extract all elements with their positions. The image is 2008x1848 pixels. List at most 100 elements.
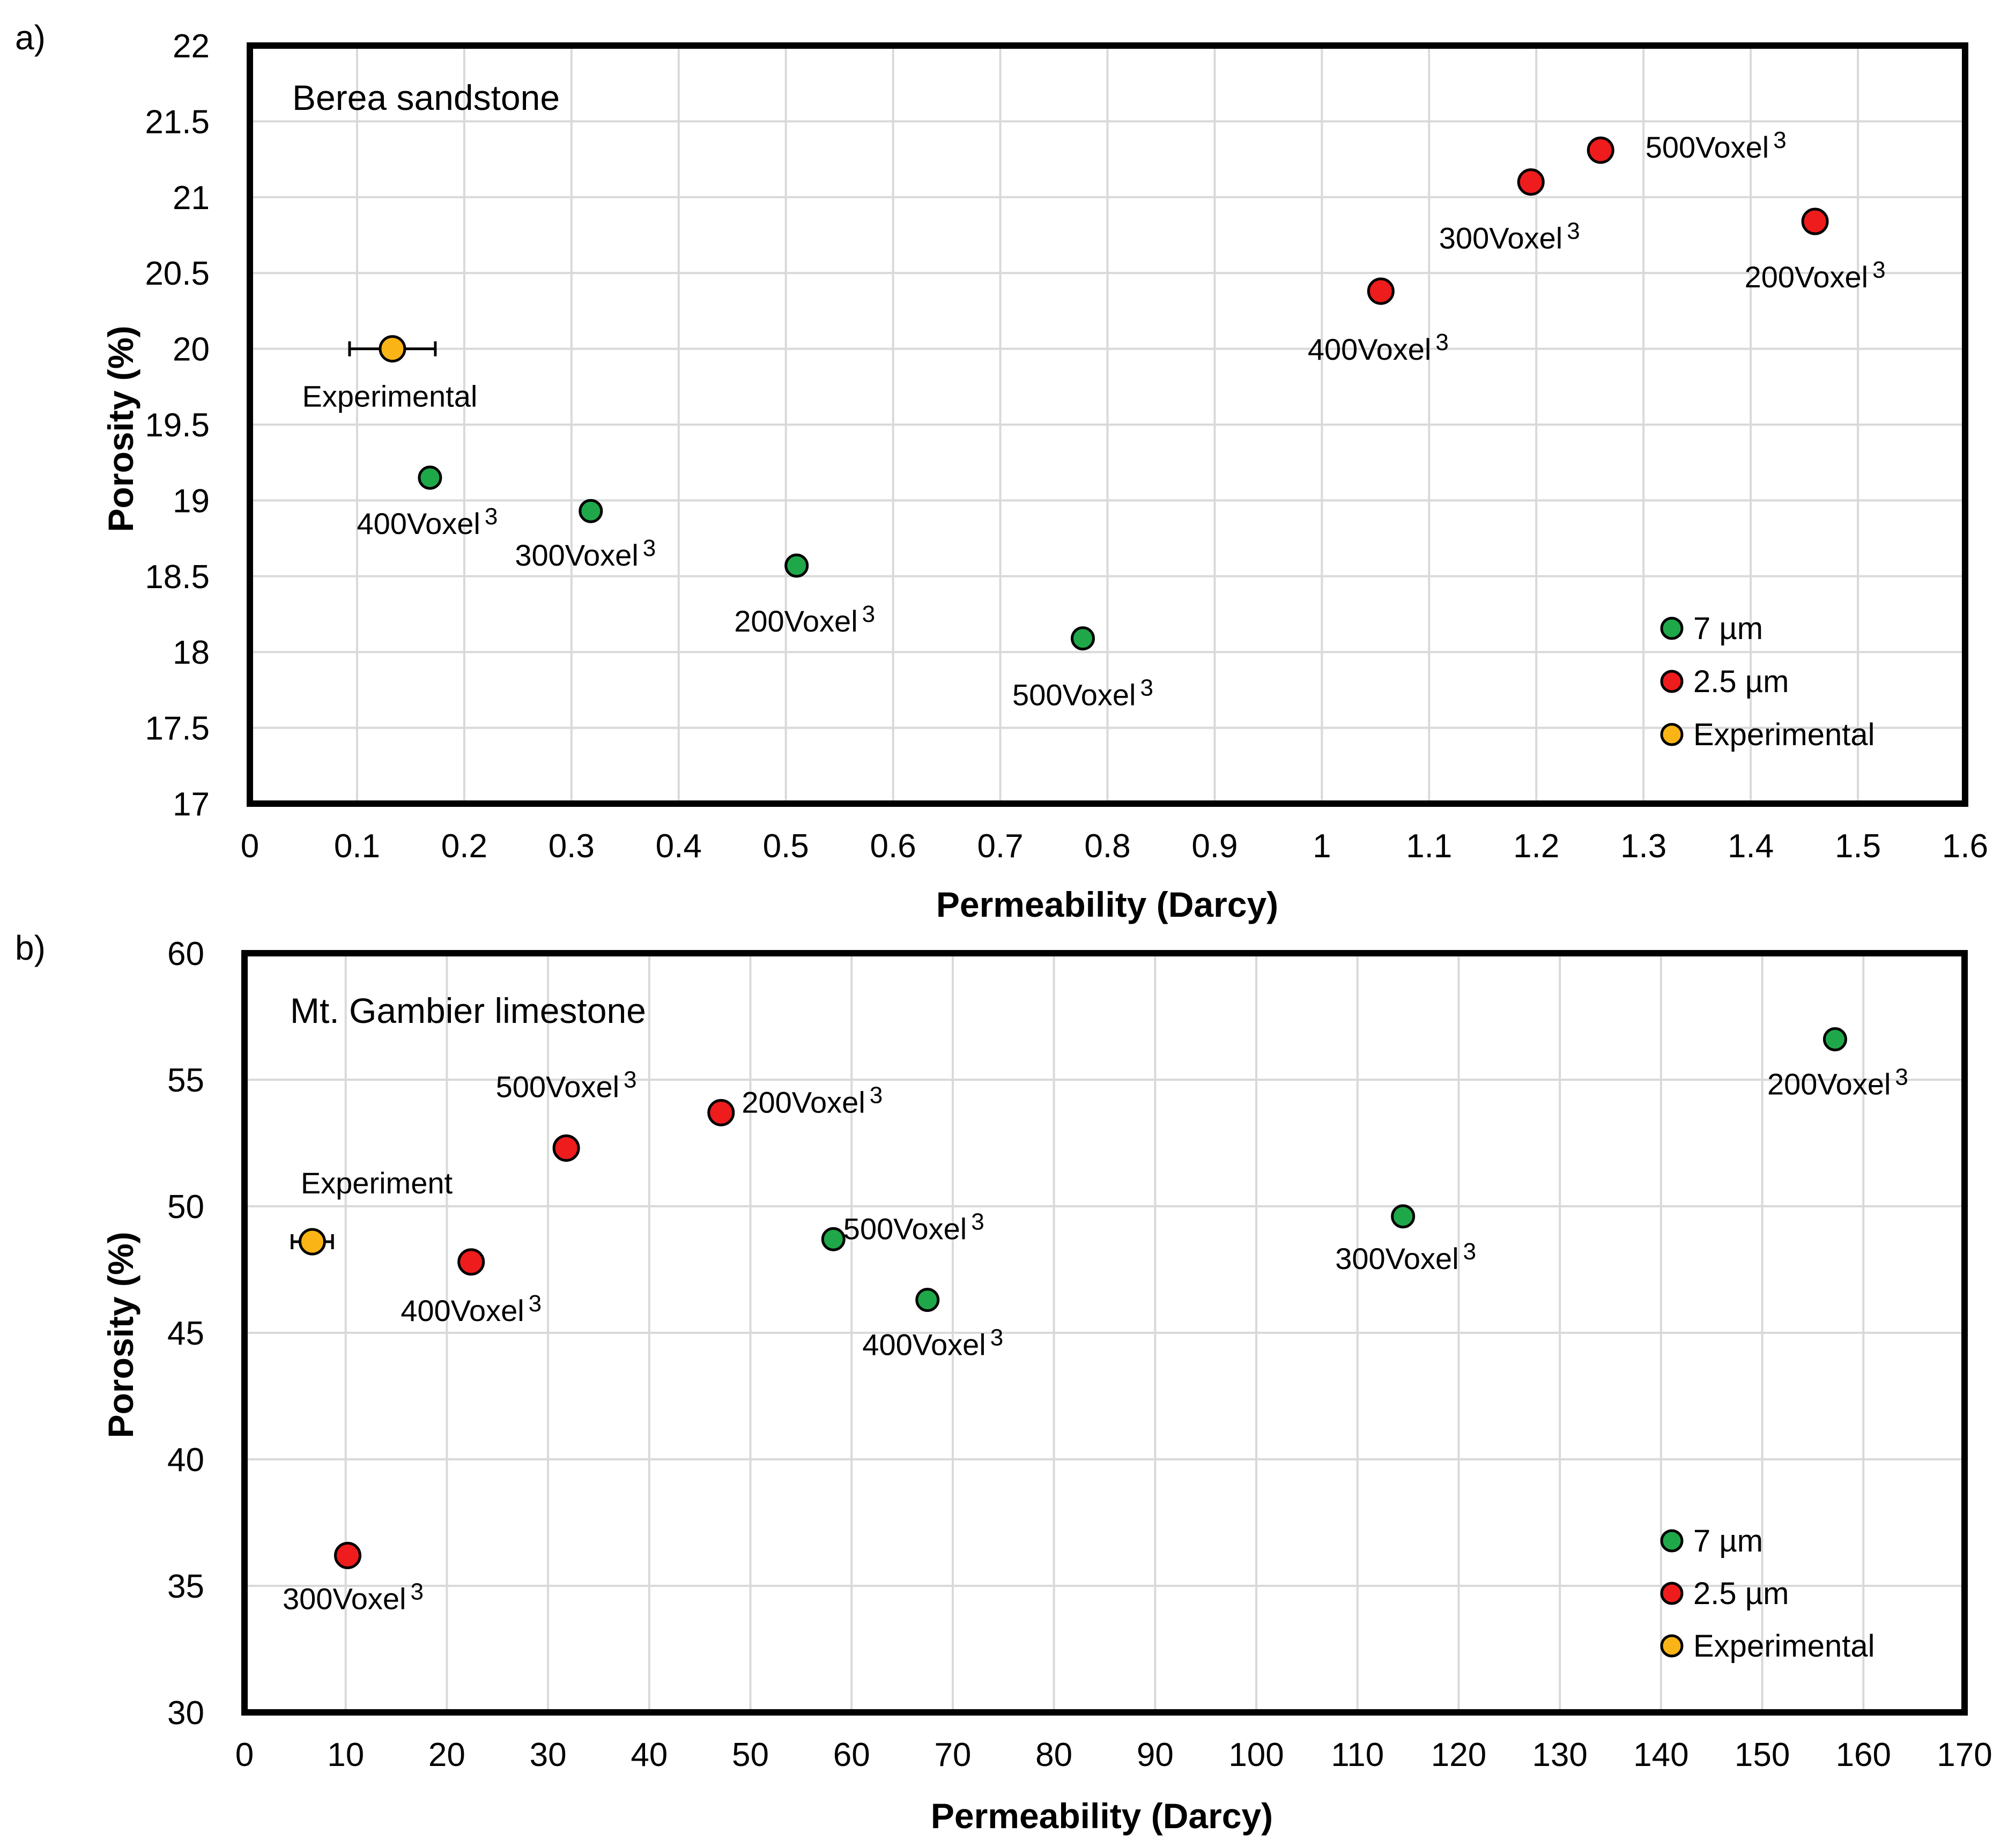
- point-label: Experimental: [302, 380, 478, 413]
- x-tick-label: 20: [428, 1736, 465, 1773]
- data-point: [298, 1228, 326, 1256]
- y-tick-label: 21: [173, 180, 210, 217]
- x-tick-label: 0.7: [977, 828, 1023, 865]
- y-axis-ticks: 30 35 40 45 50 55 60: [167, 936, 204, 1732]
- point-label: 500Voxel 3: [1012, 675, 1153, 712]
- y-axis-title: Porosity (%): [101, 325, 140, 532]
- legend-marker: [1660, 1582, 1684, 1605]
- y-axis-title: Porosity (%): [101, 1231, 140, 1438]
- x-tick-label: 150: [1735, 1736, 1790, 1773]
- point-label: 400Voxel 3: [357, 503, 498, 540]
- x-tick-label: 0.5: [763, 828, 809, 865]
- x-tick-label: 1.4: [1728, 828, 1774, 865]
- legend: 7 µm 2.5 µm Experimental: [1660, 611, 1874, 752]
- data-point: [1517, 168, 1545, 196]
- x-tick-label: 10: [327, 1736, 364, 1773]
- legend-marker: [1660, 1634, 1684, 1658]
- x-tick-label: 40: [631, 1736, 668, 1773]
- x-tick-label: 1.2: [1513, 828, 1559, 865]
- legend-label: 2.5 µm: [1693, 664, 1789, 699]
- legend-label: Experimental: [1693, 717, 1874, 752]
- y-tick-label: 45: [167, 1315, 204, 1352]
- data-point: [1391, 1204, 1416, 1229]
- point-label: 300Voxel 3: [1439, 218, 1580, 255]
- x-tick-label: 60: [833, 1736, 870, 1773]
- panel-label-b: b): [15, 929, 46, 967]
- x-axis-title: Permeability (Darcy): [936, 885, 1278, 924]
- data-point: [379, 335, 406, 363]
- y-tick-label: 18.5: [145, 559, 210, 596]
- x-tick-label: 70: [934, 1736, 971, 1773]
- point-label: 500Voxel 3: [843, 1208, 984, 1245]
- data-point: [457, 1248, 485, 1276]
- y-tick-label: 19: [173, 483, 210, 519]
- y-tick-label: 20: [173, 331, 210, 368]
- legend-marker: [1660, 723, 1684, 746]
- point-label: 200Voxel 3: [1745, 257, 1886, 294]
- legend-label: Experimental: [1693, 1629, 1874, 1664]
- x-axis-ticks: 0 10 20 30 40 50 60 70 80 90 100 110 120 130 140 150 160…: [235, 1736, 1992, 1773]
- x-tick-label: 1.5: [1835, 828, 1881, 865]
- x-tick-label: 1.1: [1406, 828, 1452, 865]
- y-tick-label: 19.5: [145, 407, 210, 444]
- y-tick-label: 35: [167, 1568, 204, 1605]
- x-tick-label: 110: [1331, 1736, 1384, 1773]
- data-point: [1587, 136, 1614, 164]
- x-tick-label: 100: [1228, 1736, 1284, 1773]
- data-points: [379, 136, 1829, 651]
- x-tick-label: 140: [1633, 1736, 1688, 1773]
- data-point: [334, 1541, 361, 1569]
- data-point: [1822, 1027, 1847, 1051]
- y-tick-label: 30: [167, 1695, 204, 1732]
- x-axis-ticks: 0 0.1 0.2 0.3 0.4 0.5 0.6 0.7 0.8 0.9 1 1.1 1.2 1.3 1.…: [241, 828, 1988, 865]
- y-axis-ticks: 17 17.5 18 18.5 19 19.5 20 20.5 21 21.5 22: [145, 28, 210, 823]
- point-label: 300Voxel 3: [1335, 1238, 1476, 1275]
- x-tick-label: 1.3: [1620, 828, 1666, 865]
- x-axis-title: Permeability (Darcy): [931, 1796, 1273, 1836]
- data-point: [915, 1288, 940, 1312]
- y-tick-label: 17.5: [145, 710, 210, 747]
- x-tick-label: 130: [1532, 1736, 1587, 1773]
- point-label: 200Voxel 3: [742, 1082, 883, 1119]
- y-tick-label: 50: [167, 1189, 204, 1226]
- x-tick-label: 160: [1836, 1736, 1891, 1773]
- y-tick-label: 55: [167, 1062, 204, 1099]
- x-tick-label: 120: [1431, 1736, 1486, 1773]
- legend-label: 7 µm: [1693, 1524, 1763, 1558]
- point-label: 300Voxel 3: [515, 535, 656, 572]
- point-label: 200Voxel 3: [1767, 1064, 1908, 1101]
- x-tick-label: 0.8: [1084, 828, 1130, 865]
- legend-marker: [1660, 670, 1684, 693]
- x-tick-label: 1: [1313, 828, 1331, 865]
- chart-title: Berea sandstone: [292, 78, 560, 117]
- data-point: [579, 499, 603, 523]
- x-tick-label: 0.4: [656, 828, 702, 865]
- data-point: [1801, 207, 1829, 235]
- data-points: [298, 1027, 1847, 1569]
- data-point: [418, 465, 442, 490]
- legend: 7 µm 2.5 µm Experimental: [1660, 1524, 1874, 1664]
- plot-area-frame: [241, 950, 1968, 1716]
- x-tick-label: 0.9: [1191, 828, 1238, 865]
- x-tick-label: 0.2: [441, 828, 487, 865]
- point-label: 400Voxel 3: [862, 1325, 1003, 1362]
- y-tick-label: 17: [173, 786, 210, 823]
- point-label: 400Voxel 3: [1308, 329, 1449, 366]
- point-label: 500Voxel 3: [496, 1066, 637, 1103]
- y-tick-label: 40: [167, 1442, 204, 1479]
- x-tick-label: 170: [1937, 1736, 1992, 1773]
- point-label: Experiment: [301, 1166, 453, 1200]
- point-label: 200Voxel 3: [734, 601, 875, 638]
- x-tick-label: 0.3: [549, 828, 595, 865]
- x-tick-label: 50: [732, 1736, 769, 1773]
- x-tick-label: 90: [1137, 1736, 1174, 1773]
- point-labels: 400Voxel 3 300Voxel 3 200Voxel 3 500Voxel 3 400V…: [302, 127, 1886, 712]
- point-labels: 500Voxel 3 400Voxel 3 300Voxel 3 200Voxel 3 300V…: [283, 1064, 1908, 1615]
- plot-area-frame: [247, 42, 1968, 807]
- x-tick-label: 0.6: [870, 828, 916, 865]
- panel-b-mt-gambier-limestone: b) 500Voxel 3 400Voxel 3 300Voxel 3 200Voxel 3 3…: [15, 929, 1992, 1836]
- y-tick-label: 20.5: [145, 255, 210, 292]
- data-point: [821, 1227, 846, 1251]
